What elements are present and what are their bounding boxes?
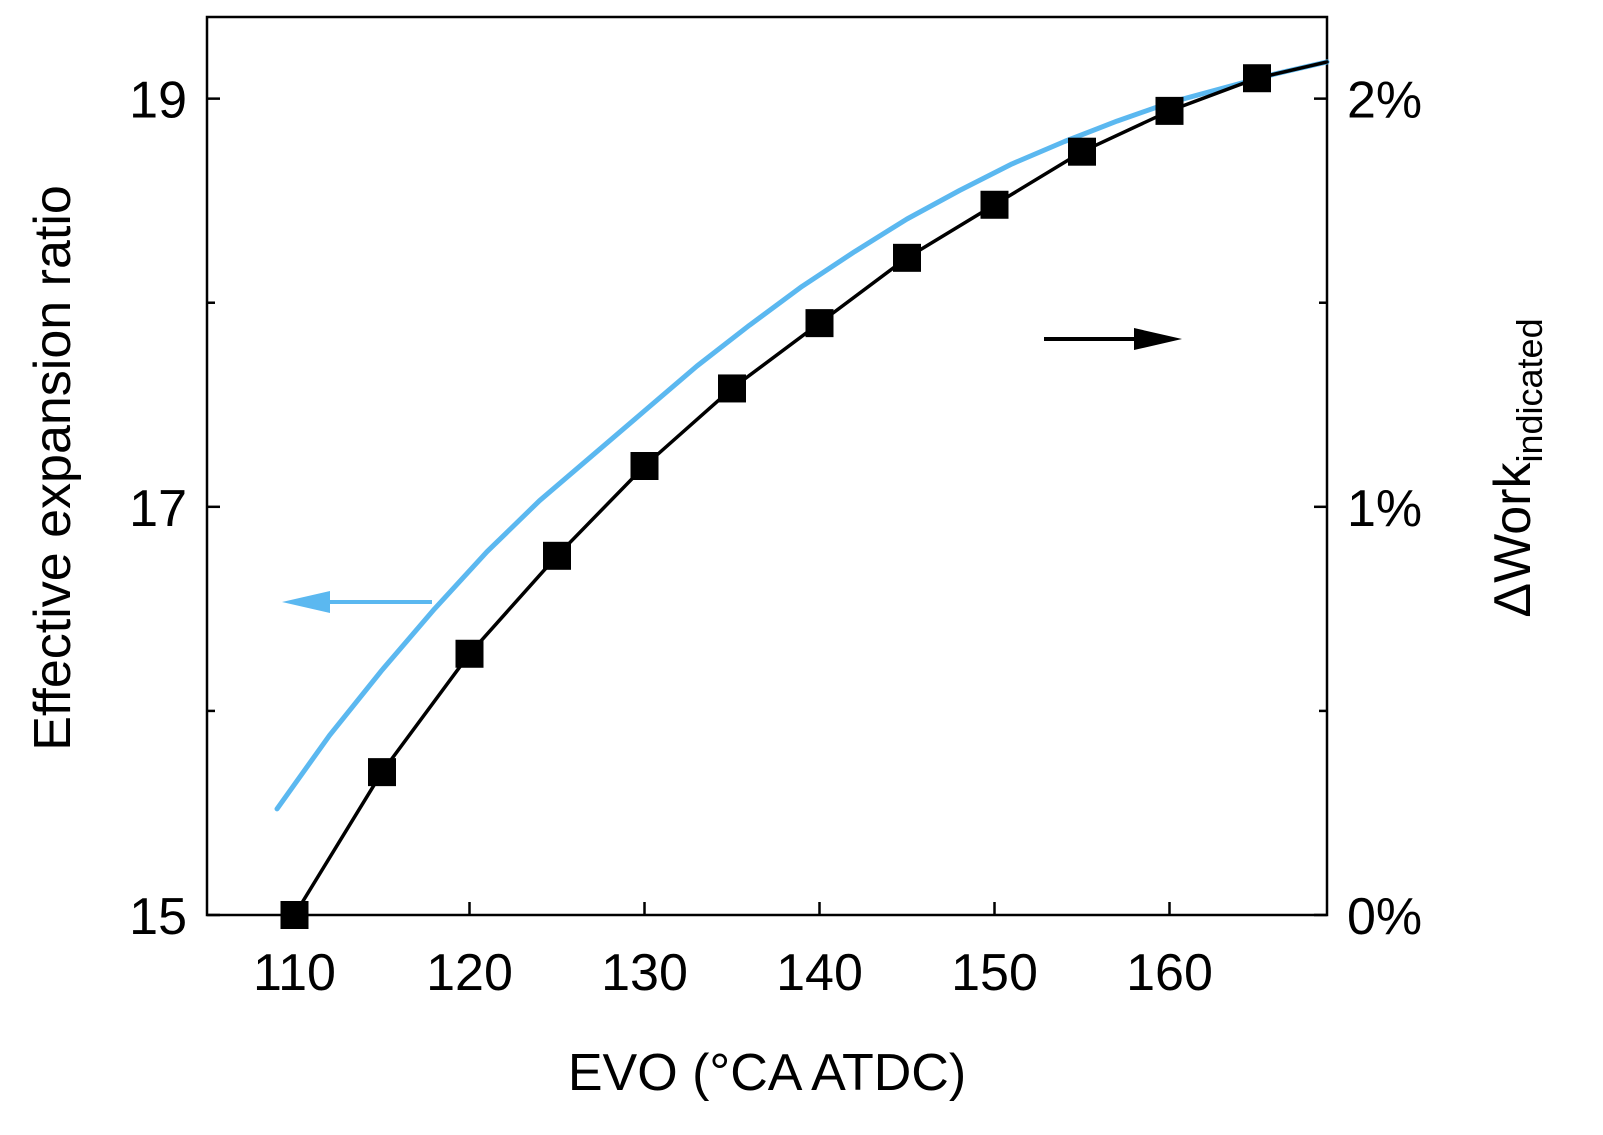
x-axis-title: EVO (°CA ATDC): [568, 1044, 966, 1102]
x-tick-label: 160: [1126, 944, 1213, 1002]
x-tick-label: 140: [776, 944, 863, 1002]
data-point-110: [280, 901, 309, 929]
right-y-axis-title: ΔWorkindicated: [1484, 318, 1550, 617]
left-axis-arrow: [282, 591, 432, 613]
data-point-150: [980, 190, 1009, 219]
left-y-tick-label: 17: [129, 480, 187, 538]
right-y-axis: 0% 1% 2%: [1314, 72, 1422, 946]
x-axis: 110 120 130 140 150 160: [253, 902, 1213, 1002]
data-point-115: [368, 758, 396, 787]
left-y-axis-title: Effective expansion ratio: [24, 185, 82, 751]
data-point-125: [543, 541, 571, 570]
right-y-axis-title-subscript: indicated: [1509, 318, 1550, 462]
x-tick-label: 110: [253, 944, 336, 1002]
right-y-axis-title-main: ΔWork: [1484, 462, 1542, 618]
left-y-axis: 15 17 19: [129, 72, 220, 946]
x-tick-label: 130: [601, 944, 688, 1002]
data-point-120: [455, 639, 484, 668]
right-y-tick-label: 2%: [1347, 72, 1422, 130]
data-point-140: [805, 309, 834, 338]
data-point-135: [718, 374, 746, 403]
right-y-tick-label: 1%: [1347, 480, 1422, 538]
series-line-0: [274, 59, 1330, 812]
right-axis-arrow: [1044, 328, 1182, 350]
data-point-155: [1068, 137, 1096, 166]
plot-frame: [205, 15, 1329, 917]
left-y-tick-label: 15: [129, 888, 187, 946]
data-point-160: [1155, 96, 1184, 125]
data-point-145: [893, 243, 921, 272]
left-y-tick-label: 19: [129, 72, 187, 130]
data-point-130: [630, 452, 659, 480]
series-line-1: [292, 60, 1329, 917]
x-tick-label: 150: [951, 944, 1038, 1002]
right-y-tick-label: 0%: [1347, 888, 1422, 946]
series-layer: [274, 59, 1330, 929]
x-tick-label: 120: [426, 944, 513, 1002]
data-point-165: [1243, 64, 1271, 93]
